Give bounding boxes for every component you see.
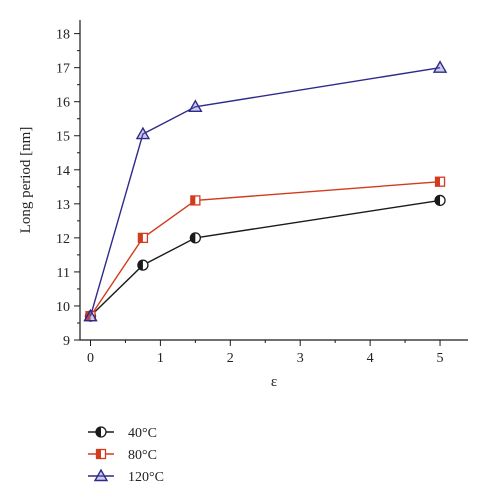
- data-point: [135, 126, 151, 140]
- y-tick-label: 12: [56, 232, 70, 247]
- data-point: [188, 99, 203, 113]
- legend-label: 40°C: [128, 426, 157, 441]
- marker-fill: [435, 195, 441, 206]
- legend-marker: [93, 468, 109, 482]
- x-tick-label: 0: [87, 351, 94, 366]
- marker-outline: [83, 308, 98, 322]
- data-point: [137, 232, 149, 244]
- x-tick-label: 2: [227, 351, 234, 366]
- marker-fill: [190, 232, 196, 243]
- series-line: [89, 66, 441, 317]
- legend-item-1: 80°C: [88, 448, 157, 463]
- series-1: [85, 176, 446, 322]
- data-point: [434, 176, 446, 187]
- y-tick-label: 15: [56, 130, 70, 145]
- legend-marker: [95, 426, 107, 438]
- data-point: [190, 195, 201, 206]
- legend-label: 80°C: [128, 448, 157, 463]
- data-point: [432, 60, 448, 73]
- y-tick-label: 9: [63, 334, 70, 349]
- y-tick-label: 16: [56, 96, 70, 111]
- legend-item-0: 40°C: [88, 426, 157, 441]
- legend-marker: [95, 448, 107, 460]
- marker-fill: [190, 195, 196, 205]
- legend-item-2: 120°C: [88, 468, 164, 485]
- marker-fill: [96, 449, 101, 459]
- marker-outline: [135, 126, 151, 140]
- marker-fill: [85, 311, 91, 321]
- y-tick-label: 17: [56, 62, 70, 77]
- series-layer: [83, 60, 448, 322]
- x-axis-title: ε: [271, 374, 277, 390]
- marker-fill: [96, 427, 101, 437]
- y-tick-label: 10: [56, 300, 70, 315]
- data-point: [189, 232, 202, 244]
- marker-fill: [137, 260, 143, 271]
- series-2: [83, 60, 448, 322]
- marker-outline: [188, 99, 203, 113]
- axis-frame: [79, 20, 468, 341]
- data-point: [434, 194, 446, 207]
- y-tick-label: 13: [56, 198, 70, 213]
- x-tick-label: 4: [367, 351, 374, 366]
- axes: [79, 20, 468, 341]
- series-line: [89, 199, 441, 317]
- x-tick-label: 1: [157, 351, 164, 366]
- marker-outline: [93, 468, 109, 482]
- legend: 40°C 80°C 120°C: [88, 426, 164, 485]
- data-point: [137, 259, 149, 271]
- series-0: [84, 194, 446, 322]
- y-tick-label: 11: [57, 266, 70, 281]
- x-tick-label: 5: [437, 351, 444, 366]
- marker-fill: [138, 233, 143, 243]
- marker-outline: [432, 60, 448, 73]
- data-point: [83, 308, 98, 322]
- legend-label: 120°C: [128, 470, 164, 485]
- y-tick-label: 14: [56, 164, 70, 179]
- y-axis-title: Long period [nm]: [18, 127, 34, 234]
- marker-fill: [435, 177, 441, 187]
- y-tick-label: 18: [56, 28, 70, 43]
- series-line: [89, 181, 441, 317]
- x-tick-label: 3: [297, 351, 304, 366]
